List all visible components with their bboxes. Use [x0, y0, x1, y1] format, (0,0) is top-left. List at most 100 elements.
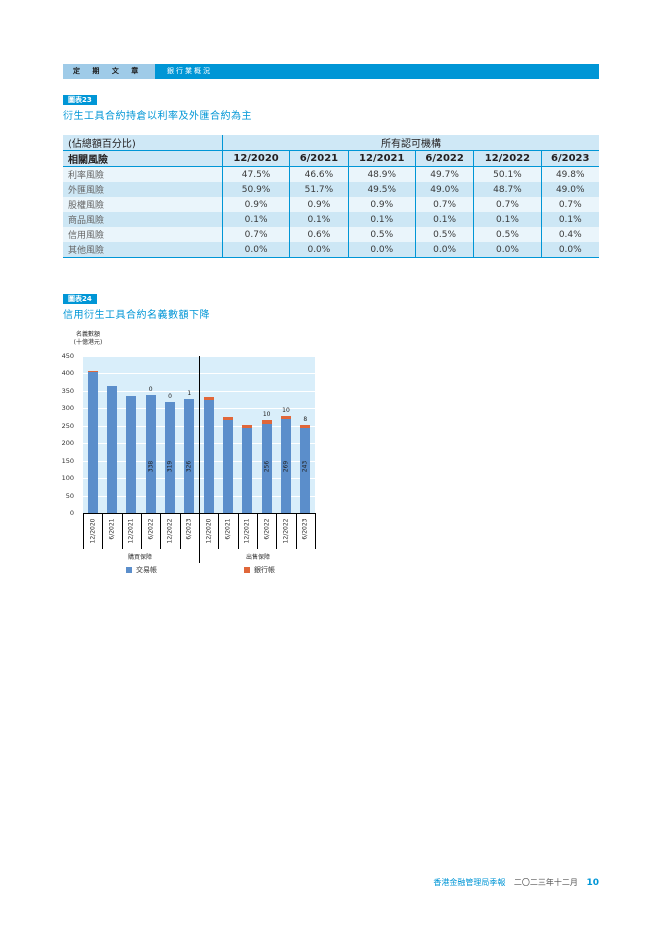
column-header: 12/2020	[221, 150, 290, 167]
table-cell: 0.9%	[347, 197, 416, 212]
bar-segment-banking	[242, 425, 253, 428]
bar-top-label: 10	[282, 406, 290, 414]
bar-value-label: 338	[147, 460, 155, 473]
x-tick-label: 12/2022	[282, 518, 290, 544]
column-header: 12/2022	[473, 150, 542, 167]
legend-trading: 交易帳	[126, 565, 157, 575]
y-tick-label: 350	[61, 386, 74, 395]
bar-segment-banking	[223, 417, 233, 421]
bar	[107, 386, 117, 513]
table-cell: 47.5%	[221, 166, 290, 182]
table-cell: 51.7%	[289, 182, 349, 197]
x-tick	[315, 513, 316, 549]
x-tick-label: 12/2020	[205, 518, 213, 544]
x-tick-label: 6/2021	[108, 518, 116, 540]
plot-area: 338 0 319 0 326 1 256 10 269 10 243 8	[83, 356, 315, 513]
table-cell: 0.1%	[414, 212, 474, 227]
y-tick-label: 50	[65, 491, 74, 500]
table-cell: 0.5%	[473, 227, 542, 242]
bar	[242, 425, 253, 513]
table-cell: 0.6%	[289, 227, 349, 242]
bar-segment-trading	[281, 419, 291, 513]
unit-label: (佔總額百分比)	[63, 135, 223, 151]
table-row: 利率風險 47.5% 46.6% 48.9% 49.7% 50.1% 49.8%	[63, 166, 599, 182]
table-cell: 0.7%	[540, 197, 599, 212]
table-cell: 0.0%	[221, 242, 290, 258]
bar	[165, 401, 175, 513]
publication-date: 二〇二三年十二月	[513, 878, 578, 887]
table-cell: 0.1%	[473, 212, 542, 227]
table-cell: 0.9%	[289, 197, 349, 212]
y-tick-label: 250	[61, 421, 74, 430]
table-cell: 0.0%	[347, 242, 416, 258]
table-row: 其他風險 0.0% 0.0% 0.0% 0.0% 0.0% 0.0%	[63, 242, 599, 258]
bar-segment-trading	[107, 386, 117, 513]
bar	[300, 425, 311, 513]
bar	[261, 420, 272, 513]
bar-value-label: 256	[263, 460, 271, 473]
table-cell: 50.1%	[473, 166, 542, 182]
table-row: 股權風險 0.9% 0.9% 0.9% 0.7% 0.7% 0.7%	[63, 197, 599, 212]
bar-segment-trading	[87, 371, 98, 513]
table-cell: 0.7%	[221, 227, 290, 242]
table-row: 信用風險 0.7% 0.6% 0.5% 0.5% 0.5% 0.4%	[63, 227, 599, 242]
group-label-sell: 出售保障	[246, 554, 271, 561]
column-header: 12/2021	[347, 150, 416, 167]
y-tick-label: 200	[61, 439, 74, 448]
table-cell: 0.7%	[414, 197, 474, 212]
x-tick	[257, 513, 258, 549]
x-tick	[218, 513, 220, 549]
y-tick-label: 300	[61, 404, 74, 413]
x-tick	[160, 513, 162, 549]
legend-swatch-banking	[244, 567, 250, 573]
section-header: 定 期 文 章 銀行業概況	[63, 64, 599, 79]
risk-label: 股權風險	[63, 197, 223, 212]
group-label: 所有認可機構	[222, 135, 599, 151]
risk-label: 信用風險	[63, 227, 223, 242]
risk-table: (佔總額百分比) 所有認可機構 相關風險 12/2020 6/2021 12/202…	[63, 135, 599, 258]
row-header: 相關風險	[63, 150, 223, 167]
risk-label: 其他風險	[63, 242, 223, 258]
chart23-tag: 圖表23	[63, 95, 97, 105]
x-tick-label: 6/2022	[147, 518, 155, 540]
table-cell: 0.1%	[540, 212, 599, 227]
x-tick-label: 6/2022	[263, 518, 271, 540]
credit-derivatives-chart: 名義數額 (十億港元) 338 0 319 0 326 1 256 10 269 10 243 8 購…	[60, 325, 330, 585]
table-cell: 0.5%	[414, 227, 474, 242]
x-tick-label: 6/2023	[301, 518, 309, 540]
x-tick	[102, 513, 104, 549]
topic-label: 銀行業概況	[155, 64, 599, 79]
bar-value-label: 319	[166, 460, 174, 473]
table-cell: 48.9%	[347, 166, 416, 182]
bar-value-label: 269	[282, 460, 290, 473]
table-cell: 49.8%	[540, 166, 599, 182]
chart24-tag: 圖表24	[63, 294, 97, 304]
column-header: 6/2023	[540, 150, 599, 167]
x-tick	[83, 513, 84, 549]
x-tick-label: 12/2021	[243, 518, 251, 544]
column-header: 6/2022	[414, 150, 474, 167]
page-footer: 香港金融管理局季報 二〇二三年十二月 10	[433, 877, 599, 888]
table-cell: 0.0%	[473, 242, 542, 258]
y-tick-label: 450	[61, 352, 74, 360]
bar-top-label: 8	[303, 416, 308, 424]
section-label: 定 期 文 章	[63, 64, 155, 79]
y-tick-label: 100	[61, 474, 74, 483]
bar-segment-banking	[261, 420, 272, 424]
table-row: 外匯風險 50.9% 51.7% 49.5% 49.0% 48.7% 49.0%	[63, 182, 599, 197]
bar-segment-trading	[300, 428, 311, 513]
table-cell: 49.5%	[347, 182, 416, 197]
bar-top-label: 0	[148, 386, 153, 394]
y-axis-label: 名義數額	[75, 331, 100, 338]
x-tick	[121, 513, 123, 549]
table-cell: 0.9%	[221, 197, 290, 212]
y-tick-label: 150	[61, 456, 74, 465]
group-divider	[199, 356, 200, 513]
bar	[87, 371, 98, 513]
risk-label: 利率風險	[63, 166, 223, 182]
table-cell: 0.0%	[540, 242, 599, 258]
table-cell: 49.7%	[414, 166, 474, 182]
legend-banking: 銀行帳	[244, 565, 275, 575]
group-label-buy: 購買保障	[128, 554, 153, 561]
bar-top-label: 1	[187, 389, 192, 397]
